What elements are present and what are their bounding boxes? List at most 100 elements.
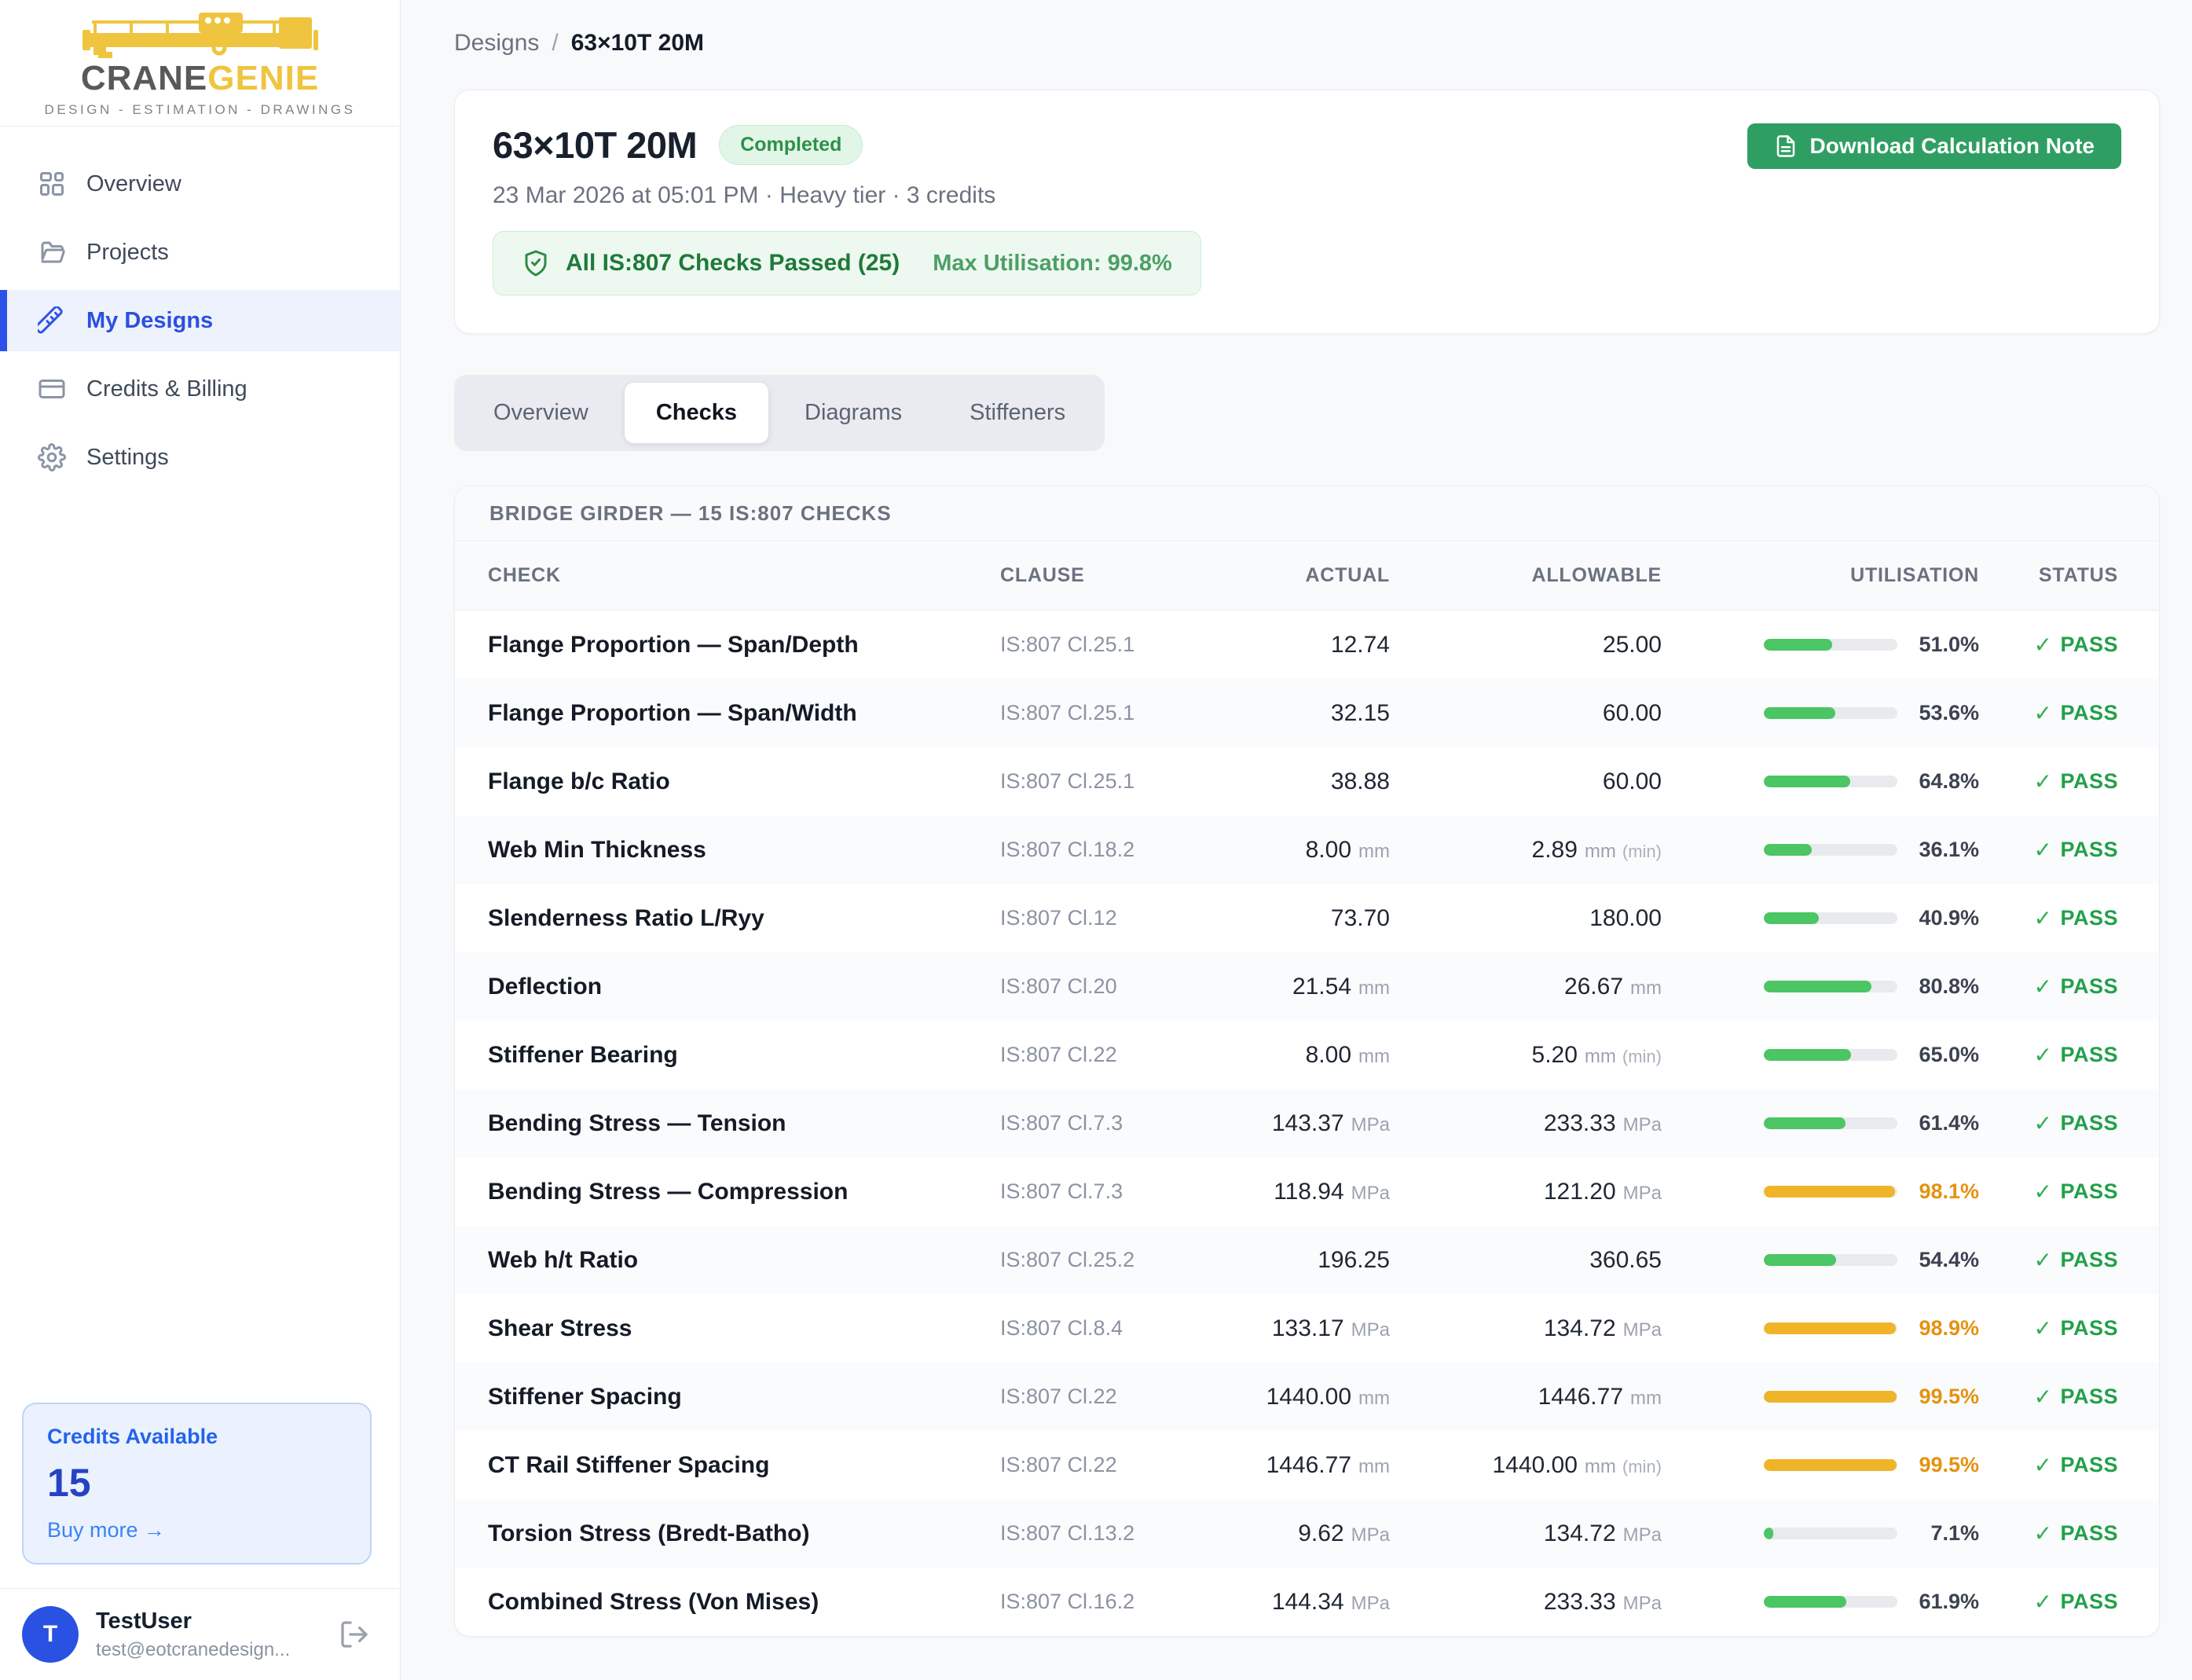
sidebar-item-label: Overview (86, 171, 181, 196)
design-header-card: 63×10T 20M Completed 23 Mar 2026 at 05:0… (454, 90, 2160, 334)
actual-value: 196.25 (1318, 1246, 1390, 1273)
sidebar-item-overview[interactable]: Overview (0, 153, 400, 215)
check-clause: IS:807 Cl.22 (1000, 1043, 1117, 1066)
status-cell: ✓ PASS (1979, 1384, 2118, 1410)
column-header-utilisation: UTILISATION (1850, 564, 1979, 586)
tab-stiffeners[interactable]: Stiffeners (970, 400, 1066, 425)
utilisation-value: 65.0% (1919, 1043, 1979, 1066)
tab-overview[interactable]: Overview (493, 400, 588, 425)
utilisation-bar-fill (1764, 1117, 1846, 1129)
ruler-icon (38, 306, 63, 334)
status-cell: ✓ PASS (1979, 632, 2118, 658)
allowable-value: 1446.77 mm (1538, 1383, 1662, 1410)
utilisation-value: 40.9% (1919, 906, 1979, 930)
brand-word-1: CRANE (80, 59, 208, 97)
check-clause: IS:807 Cl.7.3 (1000, 1179, 1123, 1203)
utilisation-bar (1764, 1049, 1897, 1061)
buy-more-link[interactable]: Buy more → (47, 1518, 166, 1542)
download-calculation-note-button[interactable]: Download Calculation Note (1747, 123, 2121, 169)
status-label: PASS (2060, 1248, 2118, 1271)
allowable-value: 25.00 (1602, 631, 1662, 658)
tab-checks[interactable]: Checks (624, 383, 769, 443)
crane-logo-graphic (82, 13, 318, 58)
utilisation-bar-fill (1764, 1186, 1895, 1198)
status-label: PASS (2060, 1590, 2118, 1613)
status-cell: ✓ PASS (1979, 1520, 2118, 1546)
status-cell: ✓ PASS (1979, 1179, 2118, 1205)
utilisation-bar (1764, 1459, 1897, 1471)
check-mark-icon: ✓ (2033, 1111, 2053, 1135)
actual-value: 38.88 (1330, 768, 1390, 794)
sidebar-item-settings[interactable]: Settings (0, 427, 400, 488)
checks-passed-banner: All IS:807 Checks Passed (25) Max Utilis… (493, 231, 1201, 295)
allowable-value: 180.00 (1589, 904, 1662, 931)
check-name: CT Rail Stiffener Spacing (488, 1451, 770, 1478)
check-name: Flange Proportion — Span/Depth (488, 631, 859, 658)
actual-value: 12.74 (1330, 631, 1390, 658)
utilisation-cell: 36.1% (1662, 838, 1979, 862)
credits-box: Credits Available 15 Buy more → (22, 1403, 372, 1564)
breadcrumb-designs-link[interactable]: Designs (454, 30, 540, 56)
tab-diagrams[interactable]: Diagrams (805, 400, 903, 425)
breadcrumb-current: 63×10T 20M (570, 30, 705, 56)
utilisation-cell: 99.5% (1662, 1453, 1979, 1477)
check-mark-icon: ✓ (2033, 974, 2053, 999)
check-mark-icon: ✓ (2033, 701, 2053, 725)
check-clause: IS:807 Cl.25.1 (1000, 633, 1135, 656)
allowable-value: 121.20 MPa (1543, 1178, 1662, 1205)
table-row: Torsion Stress (Bredt-Batho) IS:807 Cl.1… (455, 1499, 2159, 1568)
check-clause: IS:807 Cl.8.4 (1000, 1316, 1123, 1340)
check-name: Stiffener Spacing (488, 1383, 682, 1410)
check-mark-icon: ✓ (2033, 769, 2053, 794)
brand-tagline: DESIGN - ESTIMATION - DRAWINGS (44, 102, 356, 117)
check-name: Web h/t Ratio (488, 1246, 639, 1273)
utilisation-cell: 54.4% (1662, 1248, 1979, 1272)
banner-utilisation: Max Utilisation: 99.8% (933, 250, 1172, 276)
sidebar-item-credits-billing[interactable]: Credits & Billing (0, 358, 400, 420)
checks-panel-title: BRIDGE GIRDER — 15 IS:807 CHECKS (455, 486, 2159, 541)
utilisation-bar (1764, 776, 1897, 787)
actual-value: 143.37 MPa (1271, 1110, 1390, 1136)
check-name: Combined Stress (Von Mises) (488, 1588, 819, 1615)
utilisation-cell: 40.9% (1662, 906, 1979, 930)
utilisation-bar-fill (1764, 1254, 1837, 1266)
checks-table-header: CHECK CLAUSE ACTUAL ALLOWABLE UTILISATIO… (455, 541, 2159, 611)
allowable-value: 60.00 (1602, 699, 1662, 726)
sidebar-item-my-designs[interactable]: My Designs (0, 290, 400, 351)
status-cell: ✓ PASS (1979, 905, 2118, 931)
utilisation-value: 51.0% (1919, 633, 1979, 656)
user-name: TestUser (96, 1608, 192, 1634)
actual-value: 1446.77 mm (1266, 1451, 1390, 1478)
sidebar-item-label: My Designs (86, 307, 214, 333)
check-name: Shear Stress (488, 1315, 632, 1341)
logout-icon[interactable] (339, 1619, 370, 1650)
allowable-value: 360.65 (1589, 1246, 1662, 1273)
utilisation-cell: 53.6% (1662, 701, 1979, 725)
check-mark-icon: ✓ (2033, 633, 2053, 657)
check-clause: IS:807 Cl.7.3 (1000, 1111, 1123, 1135)
check-mark-icon: ✓ (2033, 1179, 2053, 1204)
sidebar-item-label: Settings (86, 444, 169, 470)
check-clause: IS:807 Cl.13.2 (1000, 1521, 1135, 1545)
check-mark-icon: ✓ (2033, 1590, 2053, 1614)
check-clause: IS:807 Cl.12 (1000, 906, 1117, 930)
check-name: Web Min Thickness (488, 836, 706, 863)
utilisation-bar-fill (1764, 1322, 1897, 1334)
sidebar-item-projects[interactable]: Projects (0, 222, 400, 283)
check-mark-icon: ✓ (2033, 1248, 2053, 1272)
user-row: T TestUser test@eotcranedesign... (0, 1588, 400, 1680)
design-header-left: 63×10T 20M Completed 23 Mar 2026 at 05:0… (493, 123, 1201, 295)
table-row: CT Rail Stiffener Spacing IS:807 Cl.22 1… (455, 1431, 2159, 1499)
table-row: Bending Stress — Tension IS:807 Cl.7.3 1… (455, 1089, 2159, 1157)
status-cell: ✓ PASS (1979, 1589, 2118, 1615)
utilisation-value: 80.8% (1919, 974, 1979, 998)
utilisation-bar (1764, 912, 1897, 924)
check-clause: IS:807 Cl.22 (1000, 1385, 1117, 1408)
breadcrumb: Designs / 63×10T 20M (454, 30, 2160, 57)
table-row: Web h/t Ratio IS:807 Cl.25.2 196.25 360.… (455, 1226, 2159, 1294)
utilisation-bar-fill (1764, 639, 1832, 651)
table-row: Web Min Thickness IS:807 Cl.18.2 8.00 mm … (455, 816, 2159, 884)
table-row: Combined Stress (Von Mises) IS:807 Cl.16… (455, 1568, 2159, 1636)
utilisation-value: 7.1% (1930, 1521, 1979, 1545)
checks-panel: BRIDGE GIRDER — 15 IS:807 CHECKS CHECK C… (454, 486, 2160, 1637)
